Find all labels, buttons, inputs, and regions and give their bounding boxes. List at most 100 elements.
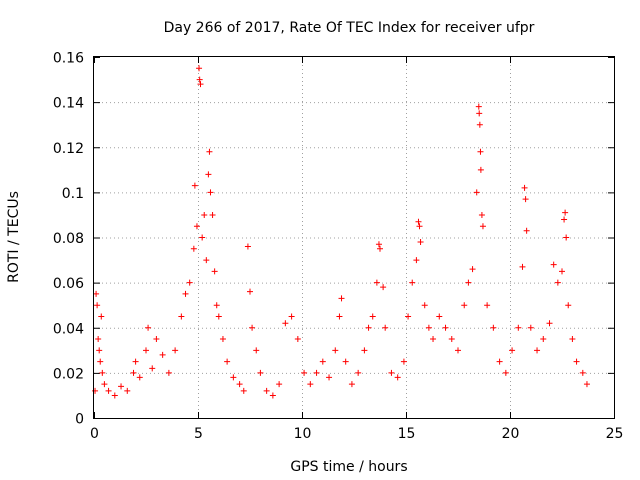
data-point: [515, 324, 522, 331]
data-point: [534, 347, 541, 354]
data-point: [348, 381, 355, 388]
data-point: [417, 239, 424, 246]
data-point: [405, 313, 412, 320]
data-point: [206, 148, 213, 155]
data-point: [342, 358, 349, 365]
data-point: [247, 288, 253, 295]
data-point: [484, 302, 491, 309]
data-point: [326, 374, 333, 381]
data-point: [583, 381, 590, 388]
data-point: [421, 302, 428, 309]
data-point: [94, 302, 101, 309]
data-point: [96, 347, 103, 354]
data-point: [269, 392, 276, 399]
data-point: [99, 369, 106, 376]
data-point: [336, 313, 343, 320]
data-point: [477, 166, 484, 173]
data-point: [461, 302, 468, 309]
plot-frame: [93, 56, 615, 419]
data-point: [448, 336, 455, 343]
data-point: [380, 284, 387, 291]
y-tick-label: 0.04: [53, 321, 84, 337]
data-point: [496, 358, 503, 365]
y-tick-label: 0.16: [53, 51, 84, 67]
data-point: [415, 218, 422, 225]
data-point: [211, 268, 218, 275]
data-point: [527, 324, 534, 331]
data-point: [477, 148, 484, 155]
data-point: [554, 279, 561, 286]
data-point: [521, 184, 528, 191]
data-point: [573, 358, 580, 365]
data-point: [400, 358, 407, 365]
data-point: [338, 295, 345, 302]
data-point: [165, 369, 172, 376]
data-point: [509, 347, 516, 354]
data-point: [436, 313, 443, 320]
data-point: [149, 365, 156, 372]
data-point: [475, 103, 482, 110]
data-point: [124, 387, 131, 394]
data-point: [97, 358, 104, 365]
data-point: [224, 358, 231, 365]
data-point: [197, 81, 204, 88]
data-point: [191, 182, 198, 189]
data-point: [143, 347, 149, 354]
data-point: [375, 241, 382, 248]
data-point: [244, 243, 251, 250]
grid: [94, 57, 614, 418]
data-point: [178, 313, 185, 320]
data-point: [130, 369, 137, 376]
data-point: [172, 347, 179, 354]
data-point: [565, 302, 572, 309]
data-point: [332, 347, 339, 354]
y-tick-label: 0: [75, 412, 84, 428]
data-point: [153, 336, 160, 343]
data-point: [253, 347, 260, 354]
data-point: [455, 347, 461, 354]
data-point: [240, 387, 247, 394]
y-tick-label: 0.14: [53, 96, 84, 112]
data-point: [579, 369, 586, 376]
data-point: [476, 121, 483, 128]
data-point: [196, 76, 203, 83]
data-point: [159, 351, 166, 358]
x-tick-label: 25: [606, 426, 624, 442]
data-points: [92, 65, 590, 399]
data-point: [479, 223, 486, 230]
data-point: [219, 336, 226, 343]
y-tick-label: 0.02: [53, 366, 84, 382]
data-point: [319, 358, 326, 365]
data-point: [355, 369, 362, 376]
data-point: [550, 261, 557, 268]
data-point: [205, 171, 212, 178]
data-point: [476, 110, 483, 117]
y-tick-label: 0.06: [53, 276, 84, 292]
x-tick-label: 10: [294, 426, 312, 442]
data-point: [307, 381, 314, 388]
data-point: [388, 369, 395, 376]
data-point: [563, 234, 570, 241]
data-point: [209, 211, 216, 218]
data-point: [101, 381, 108, 388]
x-tick-label: 5: [194, 426, 203, 442]
data-point: [519, 263, 526, 270]
data-point: [203, 257, 210, 264]
data-point: [199, 234, 206, 241]
data-point: [288, 313, 295, 320]
data-point: [92, 387, 99, 394]
chart-title: Day 266 of 2017, Rate Of TEC Index for r…: [164, 20, 535, 36]
x-tick-label: 15: [398, 426, 416, 442]
data-point: [365, 324, 372, 331]
data-point: [301, 369, 308, 376]
data-point: [215, 313, 222, 320]
data-point: [502, 369, 509, 376]
data-point: [182, 290, 189, 297]
data-point: [207, 189, 214, 196]
data-point: [425, 324, 432, 331]
data-point: [249, 324, 256, 331]
data-point: [145, 324, 152, 331]
y-tick-label: 0.1: [62, 186, 84, 202]
data-point: [196, 65, 203, 72]
